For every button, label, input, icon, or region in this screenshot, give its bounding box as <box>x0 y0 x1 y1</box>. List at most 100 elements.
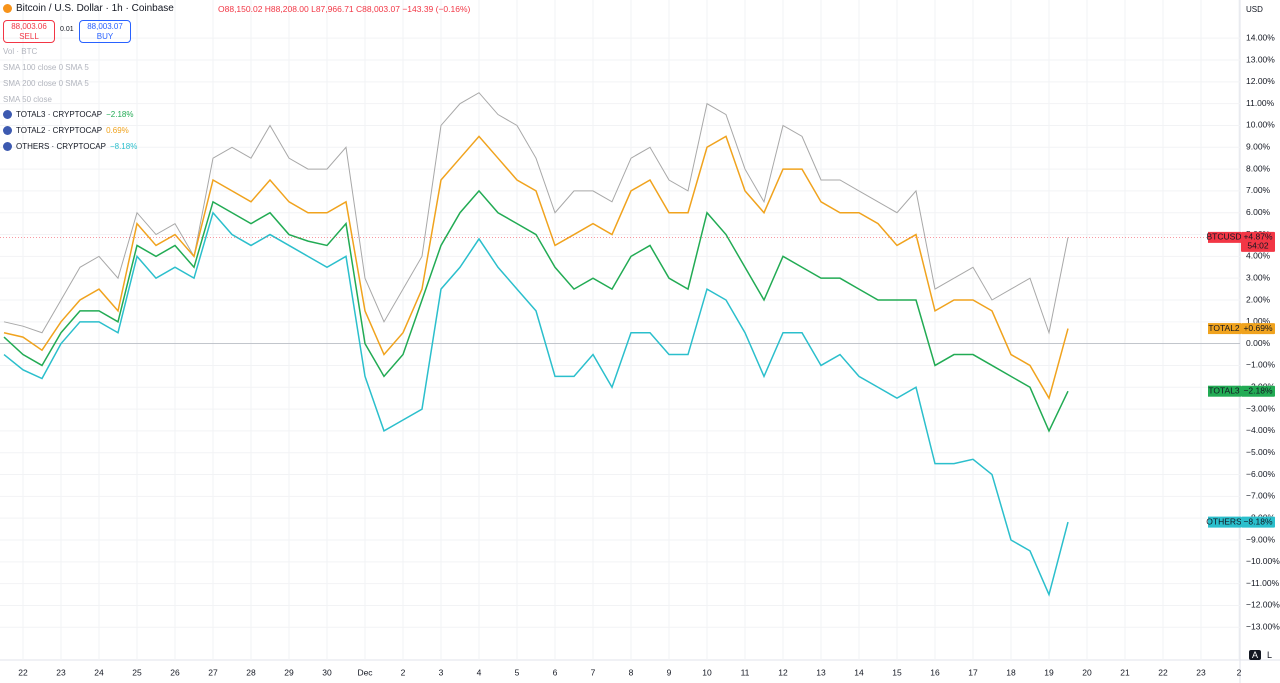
price-tag <box>1241 385 1275 397</box>
buy-label: BUY <box>96 32 114 41</box>
legend-icon <box>3 142 12 152</box>
spread: 0.01 <box>60 26 74 33</box>
y-tick-label: 14.00% <box>1246 32 1275 42</box>
x-tick-label: 20 <box>1082 667 1092 677</box>
x-tick-label: 19 <box>1044 667 1054 677</box>
y-tick-label: −9.00% <box>1246 534 1276 544</box>
y-tick-label: 9.00% <box>1246 142 1271 152</box>
price-tag-name-text: TOTAL2 <box>1208 323 1240 333</box>
indicator: SMA 100 close 0 SMA 5 <box>3 63 89 72</box>
legend-item[interactable]: TOTAL3 · CRYPTOCAP −2.18% <box>3 110 134 120</box>
buy-button[interactable]: 88,003.07 BUY <box>79 20 131 43</box>
indicator: SMA 200 close 0 SMA 5 <box>3 79 89 88</box>
price-tag <box>1241 323 1275 335</box>
x-tick-label: 15 <box>892 667 902 677</box>
x-tick-label: 5 <box>515 667 520 677</box>
x-tick-label: 23 <box>1196 667 1206 677</box>
y-tick-label: −5.00% <box>1246 447 1276 457</box>
x-tick-label: 18 <box>1006 667 1016 677</box>
price-tag-name <box>1208 516 1241 528</box>
x-tick-label: Dec <box>357 667 373 677</box>
auto-scale[interactable]: A <box>1249 650 1262 660</box>
legend-name: TOTAL3 · CRYPTOCAP <box>16 110 103 119</box>
legend-item[interactable]: OTHERS · CRYPTOCAP −8.18% <box>3 142 138 152</box>
series-line <box>3 189 1069 433</box>
currency[interactable]: USD <box>1246 5 1263 14</box>
y-tick-label: 10.00% <box>1246 120 1275 130</box>
price-tag-name <box>1208 231 1241 243</box>
legend-icon <box>3 126 12 136</box>
x-tick-label: 4 <box>477 667 482 677</box>
y-tick-label: −13.00% <box>1246 622 1280 632</box>
legend-item[interactable]: TOTAL2 · CRYPTOCAP 0.69% <box>3 126 129 136</box>
x-tick-label: 2 <box>1237 667 1242 677</box>
x-tick-label: 17 <box>968 667 978 677</box>
y-tick-label: 12.00% <box>1246 76 1275 86</box>
x-tick-label: 27 <box>208 667 218 677</box>
x-tick-label: 16 <box>930 667 940 677</box>
series-line <box>3 135 1069 401</box>
x-tick-label: 26 <box>170 667 180 677</box>
price-tag-value: +4.87% <box>1243 232 1273 242</box>
series-line <box>3 92 1069 335</box>
price-tag-value: −2.18% <box>1243 385 1273 395</box>
price-tag <box>1241 231 1275 252</box>
price-tag <box>1241 516 1275 528</box>
x-tick-label: 13 <box>816 667 826 677</box>
y-tick-label: 4.00% <box>1246 251 1271 261</box>
x-tick-label: 12 <box>778 667 788 677</box>
log-scale[interactable]: L <box>1267 650 1273 660</box>
y-tick-label: 13.00% <box>1246 54 1275 64</box>
y-tick-label: −7.00% <box>1246 491 1276 501</box>
x-tick-label: 10 <box>702 667 712 677</box>
x-tick-label: 7 <box>591 667 596 677</box>
series-line <box>3 211 1069 597</box>
price-tag-name-text: TOTAL3 <box>1208 385 1240 395</box>
sell-label: SELL <box>19 32 39 41</box>
indicator: SMA 50 close <box>3 95 52 104</box>
x-tick-label: 2 <box>401 667 406 677</box>
x-tick-label: 25 <box>132 667 142 677</box>
y-tick-label: 7.00% <box>1246 185 1271 195</box>
y-tick-label: −11.00% <box>1246 578 1280 588</box>
sell-button[interactable]: 88,003.06 SELL <box>3 20 55 43</box>
price-tag-name <box>1208 385 1241 397</box>
price-countdown: 54:02 <box>1247 241 1269 251</box>
buy-price: 88,003.07 <box>87 22 123 31</box>
y-tick-label: −12.00% <box>1246 600 1280 610</box>
y-tick-label: −4.00% <box>1246 425 1276 435</box>
y-tick-label: 0.00% <box>1246 338 1271 348</box>
price-tag-name-text: BTCUSD <box>1207 232 1242 242</box>
legend-name: OTHERS · CRYPTOCAP <box>16 142 106 151</box>
legend-value: −2.18% <box>106 110 134 119</box>
y-tick-label: −1.00% <box>1246 360 1276 370</box>
x-tick-label: 22 <box>1158 667 1168 677</box>
x-tick-label: 21 <box>1120 667 1130 677</box>
price-tag-name-text: OTHERS <box>1206 516 1242 526</box>
x-tick-label: 14 <box>854 667 864 677</box>
x-tick-label: 8 <box>629 667 634 677</box>
x-tick-label: 30 <box>322 667 332 677</box>
y-tick-label: 6.00% <box>1246 207 1271 217</box>
symbol-title[interactable]: Bitcoin / U.S. Dollar · 1h · Coinbase <box>3 3 174 14</box>
y-tick-label: −3.00% <box>1246 403 1276 413</box>
price-tag-name <box>1208 323 1241 335</box>
legend-value: −8.18% <box>109 142 138 151</box>
indicator: Vol · BTC <box>3 47 38 56</box>
price-tag-value: +0.69% <box>1243 323 1273 333</box>
x-tick-label: 6 <box>553 667 558 677</box>
legend-value: 0.69% <box>106 126 129 135</box>
legend-name: TOTAL2 · CRYPTOCAP <box>16 126 103 135</box>
y-tick-label: 11.00% <box>1246 98 1275 108</box>
x-tick-label: 11 <box>741 667 750 677</box>
price-tag-value: −8.18% <box>1243 516 1273 526</box>
x-tick-label: 22 <box>18 667 28 677</box>
y-tick-label: 1.00% <box>1246 316 1271 326</box>
legend-icon <box>3 110 12 120</box>
x-tick-label: 3 <box>439 667 444 677</box>
y-tick-label: −10.00% <box>1246 556 1280 566</box>
title-text: Bitcoin / U.S. Dollar · 1h · Coinbase <box>16 3 174 14</box>
x-tick-label: 23 <box>56 667 66 677</box>
